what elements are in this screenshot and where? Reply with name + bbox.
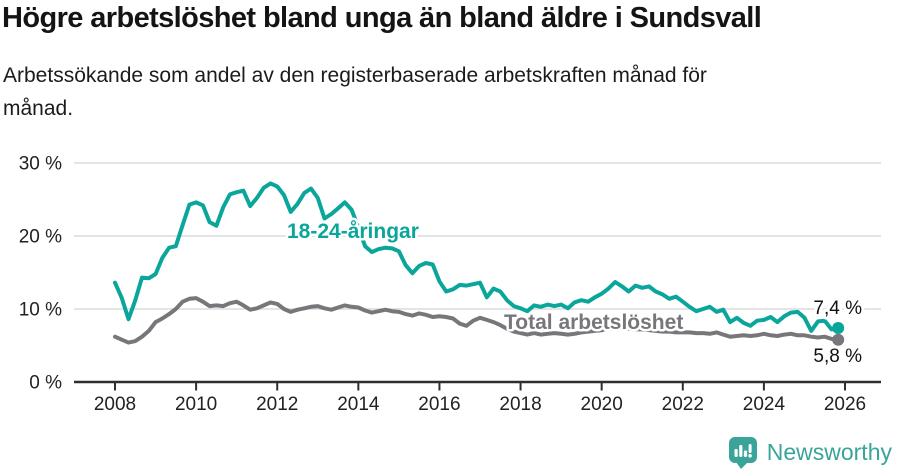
x-tick-label: 2020 xyxy=(581,394,623,415)
x-tick-label: 2016 xyxy=(418,394,460,415)
x-tick-label: 2010 xyxy=(175,394,217,415)
series-line-youth xyxy=(113,181,841,333)
newsworthy-logo: Newsworthy xyxy=(728,436,892,469)
y-tick-label: 20 % xyxy=(19,227,62,248)
end-value-youth: 7,4 % xyxy=(813,298,862,319)
x-tick-label: 2014 xyxy=(337,394,380,415)
y-tick-label: 10 % xyxy=(19,300,62,321)
series-end-dot-total xyxy=(832,333,845,346)
series-layer xyxy=(113,181,845,346)
grid-layer: 0 % 10 % 20 % 30 % xyxy=(19,154,881,394)
x-tick-label: 2012 xyxy=(256,394,298,415)
x-tick-label: 2026 xyxy=(824,394,866,415)
chart-title: Högre arbetslöshet bland unga än bland ä… xyxy=(2,2,762,34)
series-end-dot-youth xyxy=(832,322,845,334)
series-label-total: Total arbetslöshet xyxy=(504,311,683,334)
x-tick-label: 2008 xyxy=(94,394,136,415)
x-axis: 2008 2010 2012 2014 2016 2018 2020 2022 2024 2026 xyxy=(74,380,881,415)
series-line-total xyxy=(113,296,841,345)
newsworthy-logo-icon xyxy=(728,437,757,469)
chart-subtitle: Arbetssökande som andel av den registerb… xyxy=(3,64,707,120)
newsworthy-logo-text: Newsworthy xyxy=(766,439,892,465)
x-tick-label: 2024 xyxy=(743,394,786,415)
x-tick-label: 2018 xyxy=(499,394,541,415)
y-tick-label: 0 % xyxy=(29,373,62,394)
series-label-youth: 18-24-åringar xyxy=(287,220,419,243)
x-tick-label: 2022 xyxy=(662,394,704,415)
end-value-total: 5,8 % xyxy=(813,346,862,367)
y-tick-label: 30 % xyxy=(19,154,62,175)
